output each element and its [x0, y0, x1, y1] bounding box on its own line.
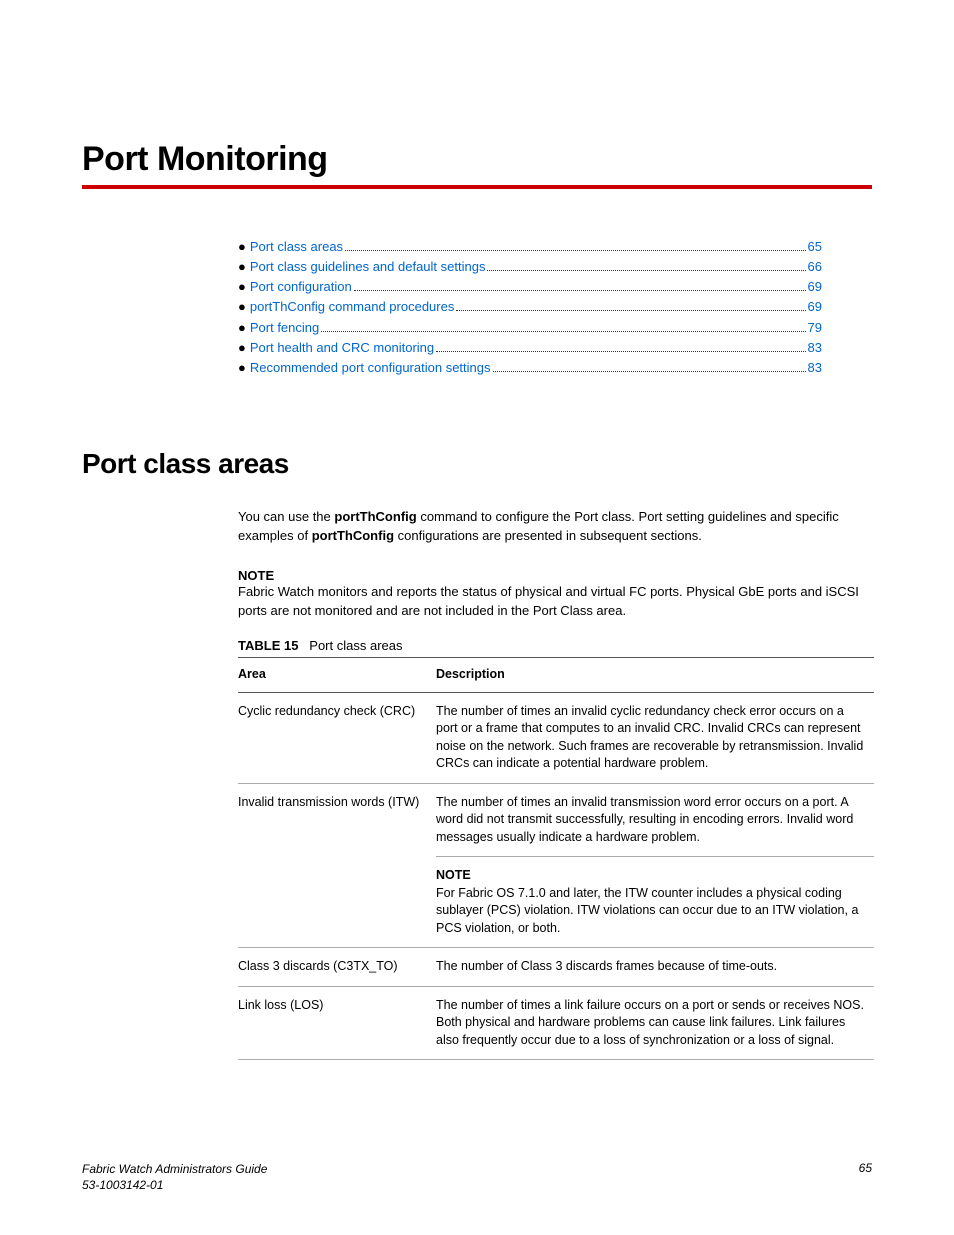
inner-note-label: NOTE	[436, 867, 866, 885]
table-caption: TABLE 15 Port class areas	[238, 638, 872, 653]
intro-text: configurations are presented in subseque…	[394, 528, 702, 543]
note-text: Fabric Watch monitors and reports the st…	[238, 583, 872, 621]
footer-doc-number: 53-1003142-01	[82, 1177, 267, 1193]
toc-link[interactable]: Port health and CRC monitoring	[250, 338, 434, 358]
footer-page-number: 65	[859, 1161, 872, 1193]
toc-item[interactable]: ● Port configuration 69	[238, 277, 822, 297]
table-cell-area	[238, 857, 436, 948]
port-class-table: Area Description Cyclic redundancy check…	[238, 657, 874, 1060]
table-row: Class 3 discards (C3TX_TO) The number of…	[238, 948, 874, 987]
toc-page[interactable]: 69	[808, 297, 822, 317]
toc-link[interactable]: portThConfig command procedures	[250, 297, 455, 317]
toc-dots	[345, 250, 805, 251]
note-label: NOTE	[238, 568, 872, 583]
table-cell-description: The number of times an invalid transmiss…	[436, 783, 874, 857]
table-header-row: Area Description	[238, 658, 874, 693]
toc-page[interactable]: 83	[808, 338, 822, 358]
table-caption-title: Port class areas	[309, 638, 402, 653]
footer-guide-title: Fabric Watch Administrators Guide	[82, 1161, 267, 1177]
toc-item[interactable]: ● Port health and CRC monitoring 83	[238, 338, 822, 358]
toc-page[interactable]: 69	[808, 277, 822, 297]
bullet-icon: ●	[238, 277, 246, 297]
toc-item[interactable]: ● Port class guidelines and default sett…	[238, 257, 822, 277]
table-cell-area: Invalid transmission words (ITW)	[238, 783, 436, 857]
toc-dots	[456, 310, 805, 311]
toc-item[interactable]: ● portThConfig command procedures 69	[238, 297, 822, 317]
intro-paragraph: You can use the portThConfig command to …	[238, 508, 872, 546]
bullet-icon: ●	[238, 318, 246, 338]
page-footer: Fabric Watch Administrators Guide 53-100…	[82, 1161, 872, 1193]
toc-page[interactable]: 83	[808, 358, 822, 378]
table-row: Invalid transmission words (ITW) The num…	[238, 783, 874, 857]
bullet-icon: ●	[238, 257, 246, 277]
table-cell-area: Link loss (LOS)	[238, 986, 436, 1060]
toc-link[interactable]: Port class guidelines and default settin…	[250, 257, 486, 277]
table-header-description: Description	[436, 658, 874, 693]
note-block: NOTE Fabric Watch monitors and reports t…	[238, 568, 872, 621]
bullet-icon: ●	[238, 338, 246, 358]
page: Port Monitoring ● Port class areas 65 ● …	[0, 0, 954, 1235]
table-cell-description: The number of times a link failure occur…	[436, 986, 874, 1060]
toc-page[interactable]: 66	[808, 257, 822, 277]
table-cell-description: The number of times an invalid cyclic re…	[436, 692, 874, 783]
toc-link[interactable]: Port fencing	[250, 318, 319, 338]
footer-left: Fabric Watch Administrators Guide 53-100…	[82, 1161, 267, 1193]
table-cell-area: Cyclic redundancy check (CRC)	[238, 692, 436, 783]
table-cell-description: The number of Class 3 discards frames be…	[436, 948, 874, 987]
cmd-name: portThConfig	[334, 509, 416, 524]
toc-item[interactable]: ● Recommended port configuration setting…	[238, 358, 822, 378]
toc-dots	[487, 270, 805, 271]
toc-page[interactable]: 79	[808, 318, 822, 338]
toc-dots	[493, 371, 806, 372]
bullet-icon: ●	[238, 237, 246, 257]
cmd-name: portThConfig	[312, 528, 394, 543]
intro-text: You can use the	[238, 509, 334, 524]
toc-link[interactable]: Port configuration	[250, 277, 352, 297]
bullet-icon: ●	[238, 297, 246, 317]
bullet-icon: ●	[238, 358, 246, 378]
table-header-area: Area	[238, 658, 436, 693]
section-title: Port class areas	[82, 448, 872, 480]
chapter-title: Port Monitoring	[82, 140, 872, 179]
table-row: Cyclic redundancy check (CRC) The number…	[238, 692, 874, 783]
toc-dots	[354, 290, 806, 291]
table-row-note: NOTE For Fabric OS 7.1.0 and later, the …	[238, 857, 874, 948]
toc-item[interactable]: ● Port class areas 65	[238, 237, 822, 257]
toc-dots	[321, 331, 805, 332]
toc: ● Port class areas 65 ● Port class guide…	[238, 237, 822, 378]
table-cell-area: Class 3 discards (C3TX_TO)	[238, 948, 436, 987]
toc-page[interactable]: 65	[808, 237, 822, 257]
table-row: Link loss (LOS) The number of times a li…	[238, 986, 874, 1060]
inner-note-text: For Fabric OS 7.1.0 and later, the ITW c…	[436, 886, 858, 935]
toc-item[interactable]: ● Port fencing 79	[238, 318, 822, 338]
table-cell-note: NOTE For Fabric OS 7.1.0 and later, the …	[436, 857, 874, 948]
toc-dots	[436, 351, 805, 352]
toc-link[interactable]: Recommended port configuration settings	[250, 358, 491, 378]
toc-link[interactable]: Port class areas	[250, 237, 343, 257]
red-rule	[82, 185, 872, 189]
table-caption-number: TABLE 15	[238, 638, 298, 653]
